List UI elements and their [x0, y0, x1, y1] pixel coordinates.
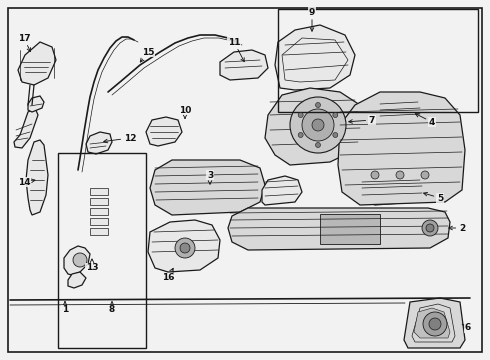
Text: 7: 7	[349, 116, 375, 125]
Circle shape	[396, 171, 404, 179]
Circle shape	[333, 132, 338, 138]
Polygon shape	[86, 132, 112, 154]
Polygon shape	[64, 246, 90, 275]
Circle shape	[302, 109, 334, 141]
Bar	[90, 188, 108, 195]
Bar	[90, 208, 108, 215]
Text: 6: 6	[462, 324, 471, 333]
Polygon shape	[14, 108, 38, 148]
Bar	[320, 214, 380, 244]
Polygon shape	[265, 88, 365, 165]
Bar	[58, 153, 146, 348]
Circle shape	[312, 119, 324, 131]
Text: 17: 17	[18, 33, 30, 51]
Text: 16: 16	[162, 268, 174, 283]
Bar	[278, 9, 478, 112]
Polygon shape	[18, 42, 56, 85]
Bar	[90, 198, 108, 205]
Polygon shape	[338, 92, 465, 205]
Text: 15: 15	[140, 48, 154, 62]
Circle shape	[298, 112, 303, 117]
Polygon shape	[228, 208, 450, 250]
Text: 4: 4	[416, 114, 435, 126]
Polygon shape	[150, 160, 265, 215]
Circle shape	[316, 143, 320, 148]
Polygon shape	[146, 117, 182, 146]
Polygon shape	[68, 272, 86, 288]
Text: 14: 14	[18, 177, 35, 186]
Bar	[90, 228, 108, 235]
Polygon shape	[26, 140, 48, 215]
Polygon shape	[28, 96, 44, 112]
Text: 1: 1	[62, 302, 68, 315]
Circle shape	[422, 220, 438, 236]
Polygon shape	[378, 95, 425, 128]
Bar	[90, 218, 108, 225]
Text: 8: 8	[109, 302, 115, 315]
Polygon shape	[404, 298, 465, 348]
Polygon shape	[275, 25, 355, 90]
Text: 3: 3	[207, 171, 213, 184]
Text: 2: 2	[449, 224, 465, 233]
Circle shape	[423, 312, 447, 336]
Text: 11: 11	[228, 37, 244, 62]
Circle shape	[426, 224, 434, 232]
Text: 5: 5	[424, 192, 443, 202]
Circle shape	[333, 112, 338, 117]
Circle shape	[298, 132, 303, 138]
Polygon shape	[148, 220, 220, 272]
Polygon shape	[414, 308, 450, 338]
Circle shape	[73, 253, 87, 267]
Circle shape	[371, 171, 379, 179]
Circle shape	[429, 318, 441, 330]
Circle shape	[421, 171, 429, 179]
Polygon shape	[220, 50, 268, 80]
Text: 10: 10	[179, 105, 191, 118]
Circle shape	[316, 103, 320, 108]
Polygon shape	[262, 176, 302, 205]
Circle shape	[180, 243, 190, 253]
Circle shape	[290, 97, 346, 153]
Polygon shape	[358, 177, 425, 205]
Text: 9: 9	[309, 8, 315, 31]
Circle shape	[175, 238, 195, 258]
Text: 13: 13	[86, 259, 98, 273]
Text: 12: 12	[104, 134, 136, 143]
